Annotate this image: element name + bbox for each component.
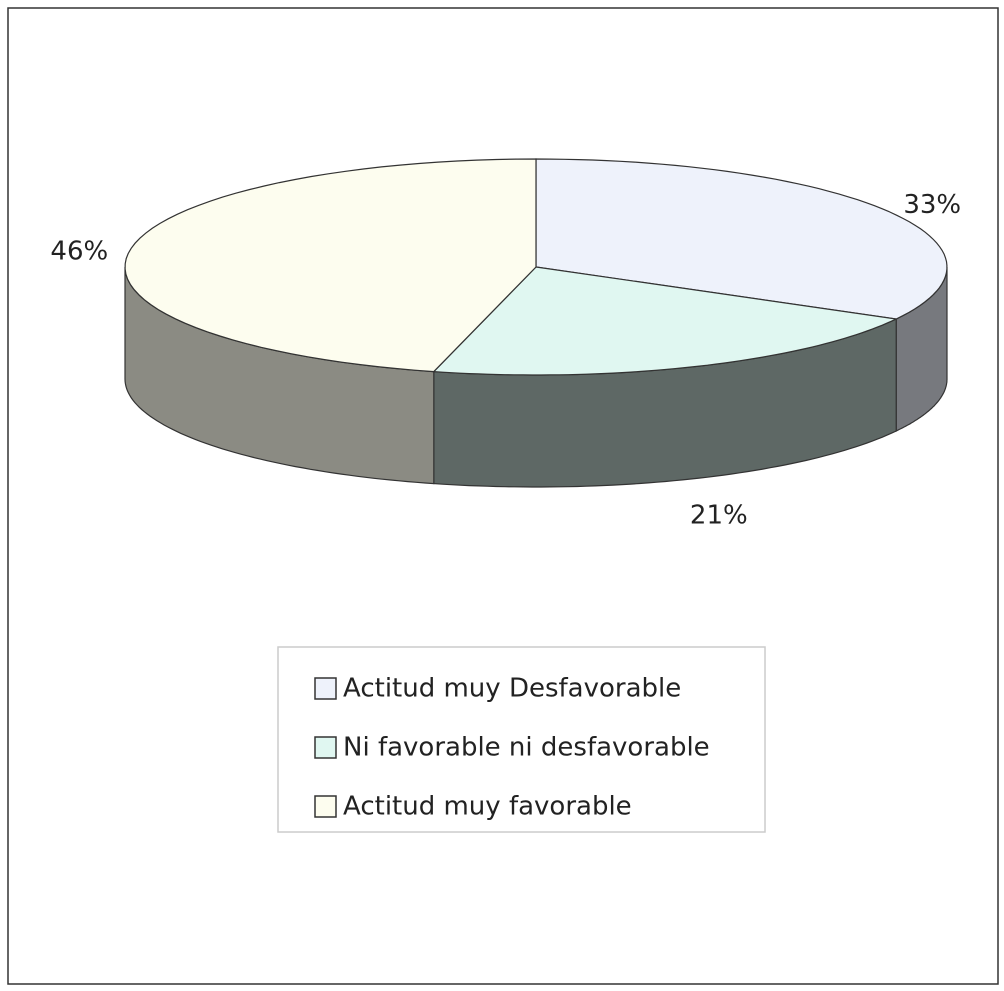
legend-label: Actitud muy favorable (343, 792, 632, 822)
legend-swatch (314, 736, 337, 759)
legend: Actitud muy Desfavorable Ni favorable ni … (314, 674, 710, 822)
legend-label: Actitud muy Desfavorable (343, 674, 681, 704)
pie: 33% 21% 46% (50, 158, 961, 531)
legend-swatch (314, 795, 337, 818)
data-label: 21% (690, 501, 748, 531)
pie-slice (535, 158, 948, 320)
data-label: 46% (50, 236, 108, 266)
legend-box (277, 646, 766, 833)
chart-frame (7, 7, 999, 985)
legend-label: Ni favorable ni desfavorable (343, 733, 710, 763)
legend-swatch (314, 677, 337, 700)
pie-slice (432, 266, 899, 376)
pie-slice (124, 158, 537, 373)
data-label: 33% (903, 190, 961, 220)
